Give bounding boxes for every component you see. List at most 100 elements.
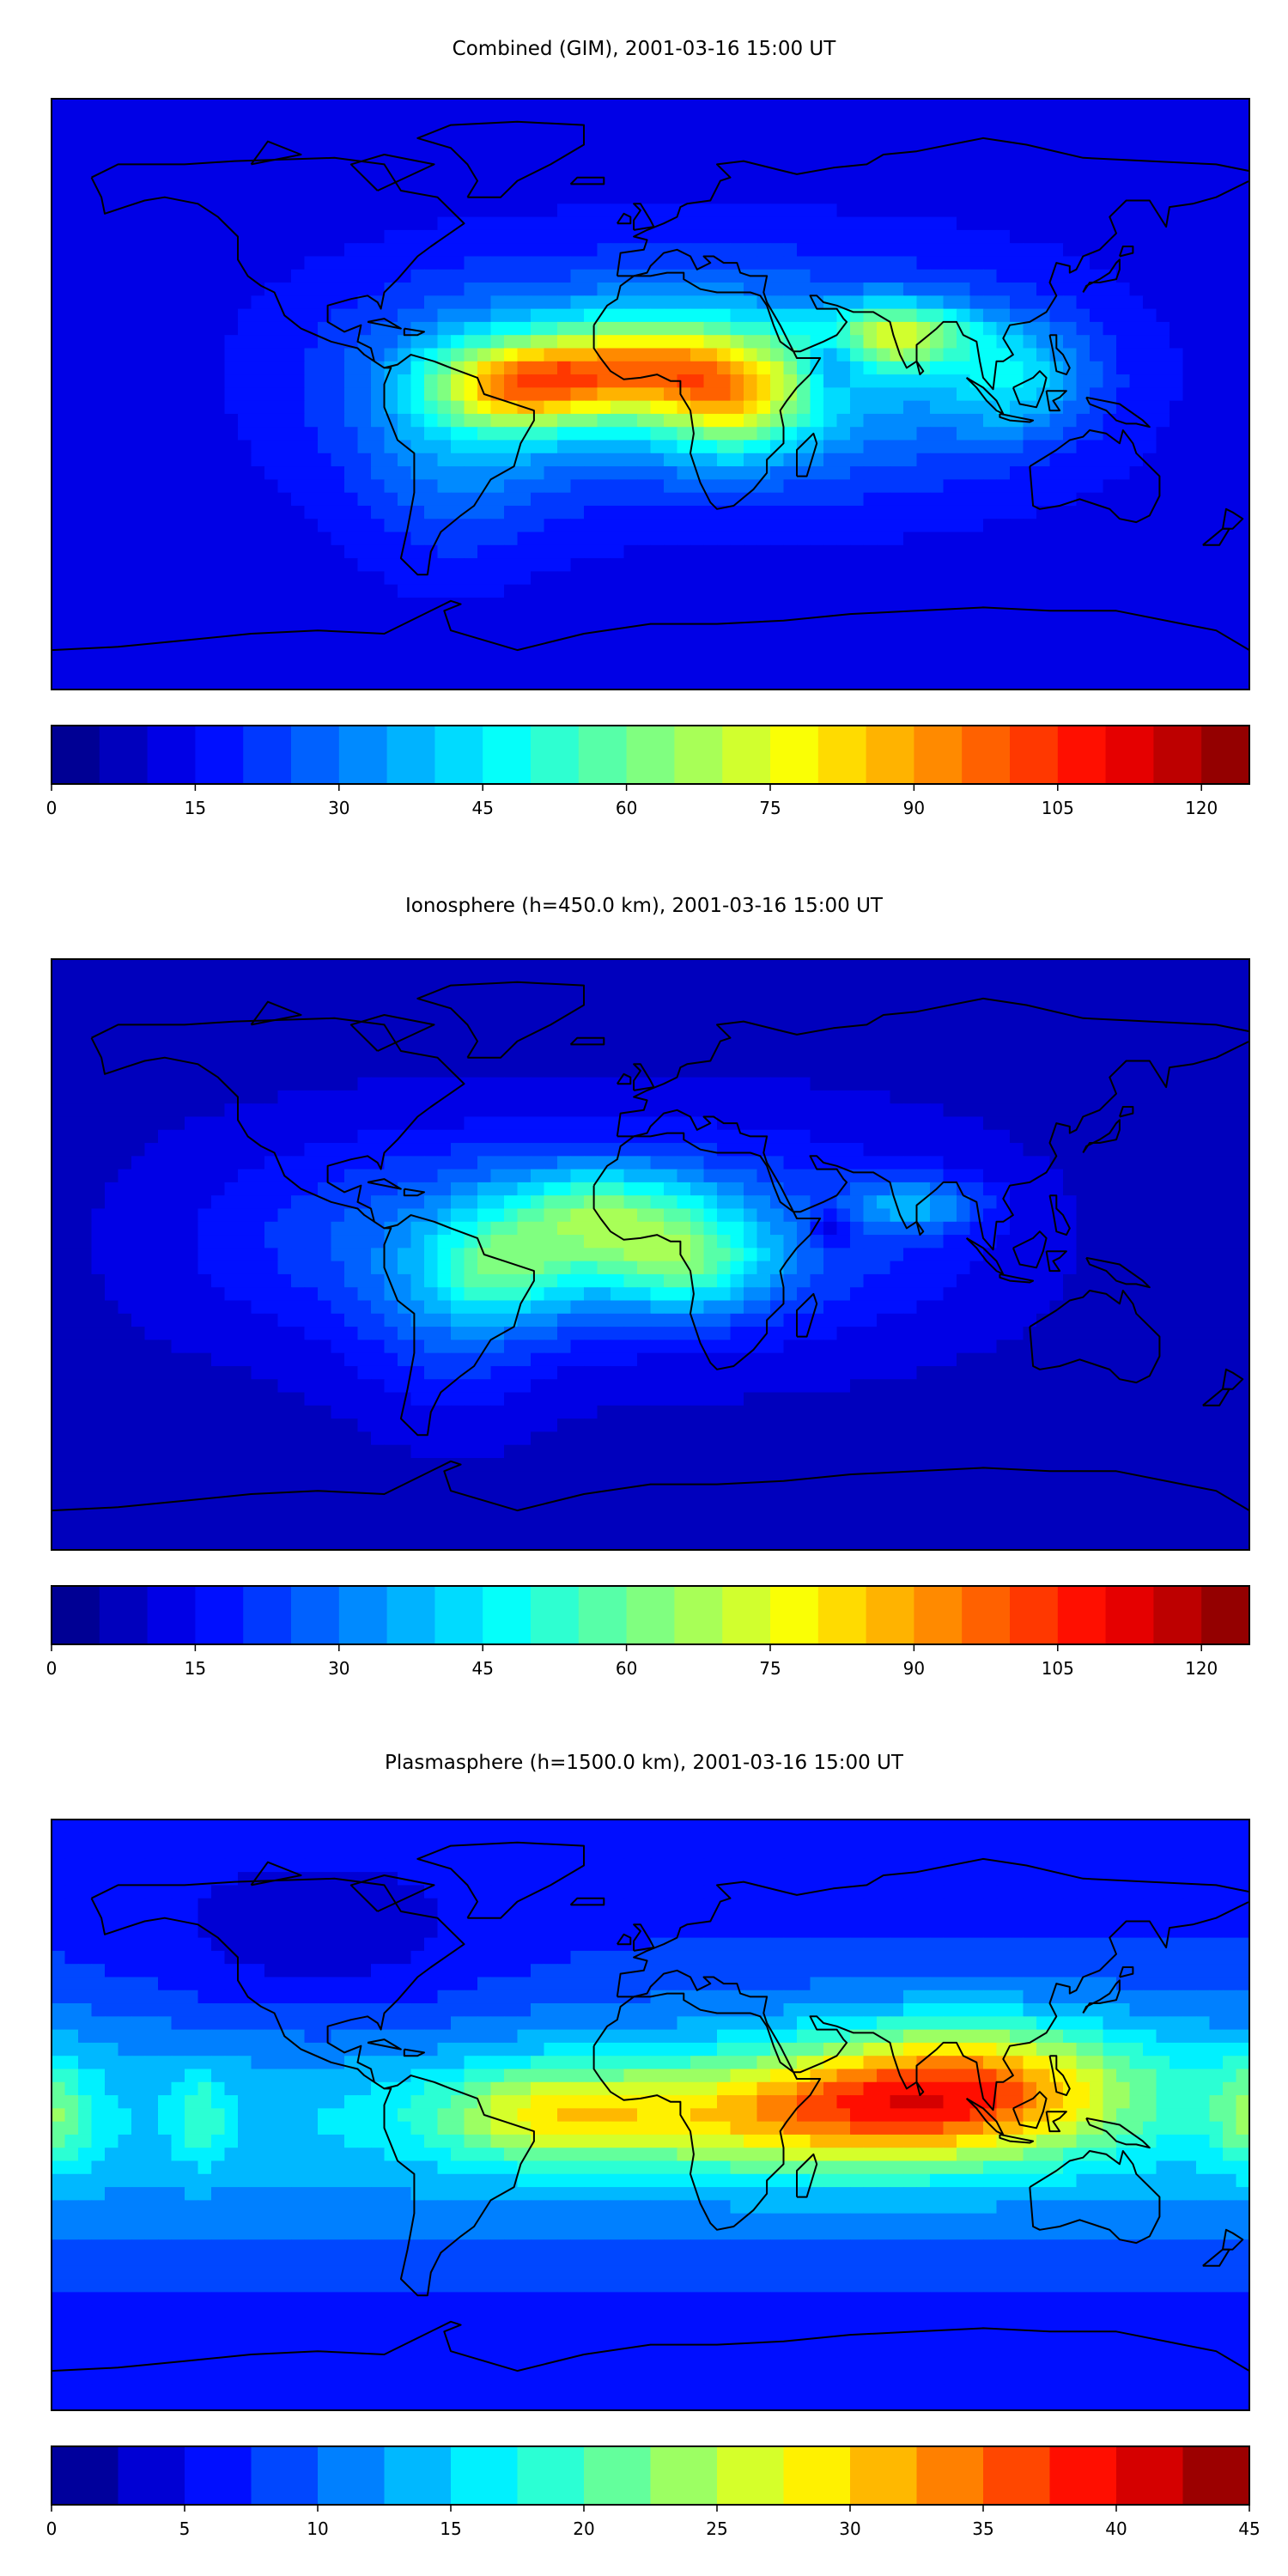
heatmap-cell [797, 295, 811, 310]
heatmap-cell [863, 361, 878, 375]
heatmap-cell [1223, 269, 1237, 283]
heatmap-cell [544, 1024, 558, 1039]
heatmap-cell [996, 1012, 1011, 1026]
heatmap-cell [1223, 321, 1237, 336]
heatmap-cell [916, 335, 931, 349]
heatmap-cell [144, 335, 159, 349]
heatmap-cell [930, 243, 945, 258]
heatmap-cell [890, 191, 904, 204]
heatmap-cell [544, 427, 558, 441]
heatmap-cell [171, 519, 185, 533]
heatmap-cell [1023, 571, 1037, 586]
heatmap-cell [78, 151, 93, 166]
heatmap-cell [797, 558, 811, 572]
heatmap-cell [1090, 985, 1104, 999]
heatmap-cell [264, 1077, 279, 1091]
heatmap-cell [770, 427, 785, 441]
heatmap-cell [810, 387, 824, 402]
heatmap-cell [903, 676, 918, 690]
heatmap-cell [797, 650, 811, 665]
heatmap-cell [1182, 400, 1197, 415]
heatmap-cell [1143, 295, 1157, 310]
heatmap-cell [224, 466, 239, 480]
heatmap-cell [1156, 308, 1170, 323]
heatmap-cell [930, 959, 945, 973]
heatmap-cell [877, 243, 891, 258]
heatmap-cell [52, 400, 66, 415]
heatmap-cell [916, 374, 931, 388]
heatmap-cell [557, 348, 572, 362]
heatmap-cell [903, 544, 918, 559]
heatmap-cell [770, 204, 785, 218]
heatmap-cell [398, 676, 412, 690]
heatmap-cell [118, 321, 132, 336]
heatmap-cell [185, 269, 199, 283]
heatmap-cell [410, 256, 425, 270]
heatmap-cell [890, 1051, 904, 1065]
heatmap-cell [357, 636, 372, 651]
heatmap-cell [836, 112, 851, 126]
heatmap-cell [570, 972, 585, 987]
heatmap-cell [783, 400, 798, 415]
heatmap-cell [717, 229, 732, 244]
heatmap-cell [770, 112, 785, 126]
heatmap-cell [1023, 229, 1037, 244]
heatmap-cell [344, 1012, 359, 1026]
heatmap-cell [877, 374, 891, 388]
coastline-9 [1118, 246, 1134, 258]
heatmap-cell [185, 492, 199, 507]
heatmap-cell [783, 164, 798, 179]
heatmap-cell [291, 112, 306, 126]
heatmap-cell [197, 558, 212, 572]
heatmap-cell [1049, 216, 1064, 231]
heatmap-cell [158, 361, 173, 375]
heatmap-cell [1156, 466, 1170, 480]
heatmap-cell [1143, 321, 1157, 336]
heatmap-cell [597, 959, 611, 973]
heatmap-cell [770, 177, 785, 191]
heatmap-cell [810, 636, 824, 651]
heatmap-cell [1129, 663, 1144, 677]
heatmap-cell [916, 216, 931, 231]
heatmap-cell [544, 269, 558, 283]
heatmap-cell [677, 544, 691, 559]
heatmap-cell [1236, 623, 1250, 638]
heatmap-cell [597, 519, 611, 533]
heatmap-cell [930, 519, 945, 533]
heatmap-cell [690, 972, 705, 987]
heatmap-cell [557, 663, 572, 677]
heatmap-cell [1063, 295, 1078, 310]
heatmap-cell [557, 413, 572, 428]
heatmap-cell [756, 519, 771, 533]
heatmap-cell [158, 505, 173, 519]
heatmap-cell [823, 269, 838, 283]
heatmap-cell [996, 295, 1011, 310]
heatmap-cell [1156, 663, 1170, 677]
heatmap-cell [756, 532, 771, 546]
heatmap-cell [197, 283, 212, 296]
heatmap-cell [836, 584, 851, 598]
heatmap-cell [664, 985, 678, 999]
heatmap-cell [78, 295, 93, 310]
heatmap-cell [398, 1051, 412, 1065]
heatmap-cell [238, 636, 252, 651]
heatmap-cell [650, 623, 665, 638]
heatmap-cell [584, 532, 598, 546]
heatmap-cell [570, 243, 585, 258]
heatmap-cell [304, 1024, 319, 1039]
heatmap-cell [1049, 1064, 1064, 1078]
heatmap-cell [158, 229, 173, 244]
heatmap-cell [357, 998, 372, 1012]
heatmap-cell [597, 335, 611, 349]
heatmap-cell [557, 1024, 572, 1039]
heatmap-cell [650, 374, 665, 388]
heatmap-cell [957, 519, 971, 533]
heatmap-cell [1196, 972, 1211, 987]
heatmap-cell [398, 544, 412, 559]
heatmap-cell [557, 479, 572, 494]
heatmap-cell [664, 308, 678, 323]
heatmap-cell [52, 959, 66, 973]
heatmap-cell [131, 558, 146, 572]
heatmap-cell [677, 308, 691, 323]
heatmap-cell [1049, 623, 1064, 638]
